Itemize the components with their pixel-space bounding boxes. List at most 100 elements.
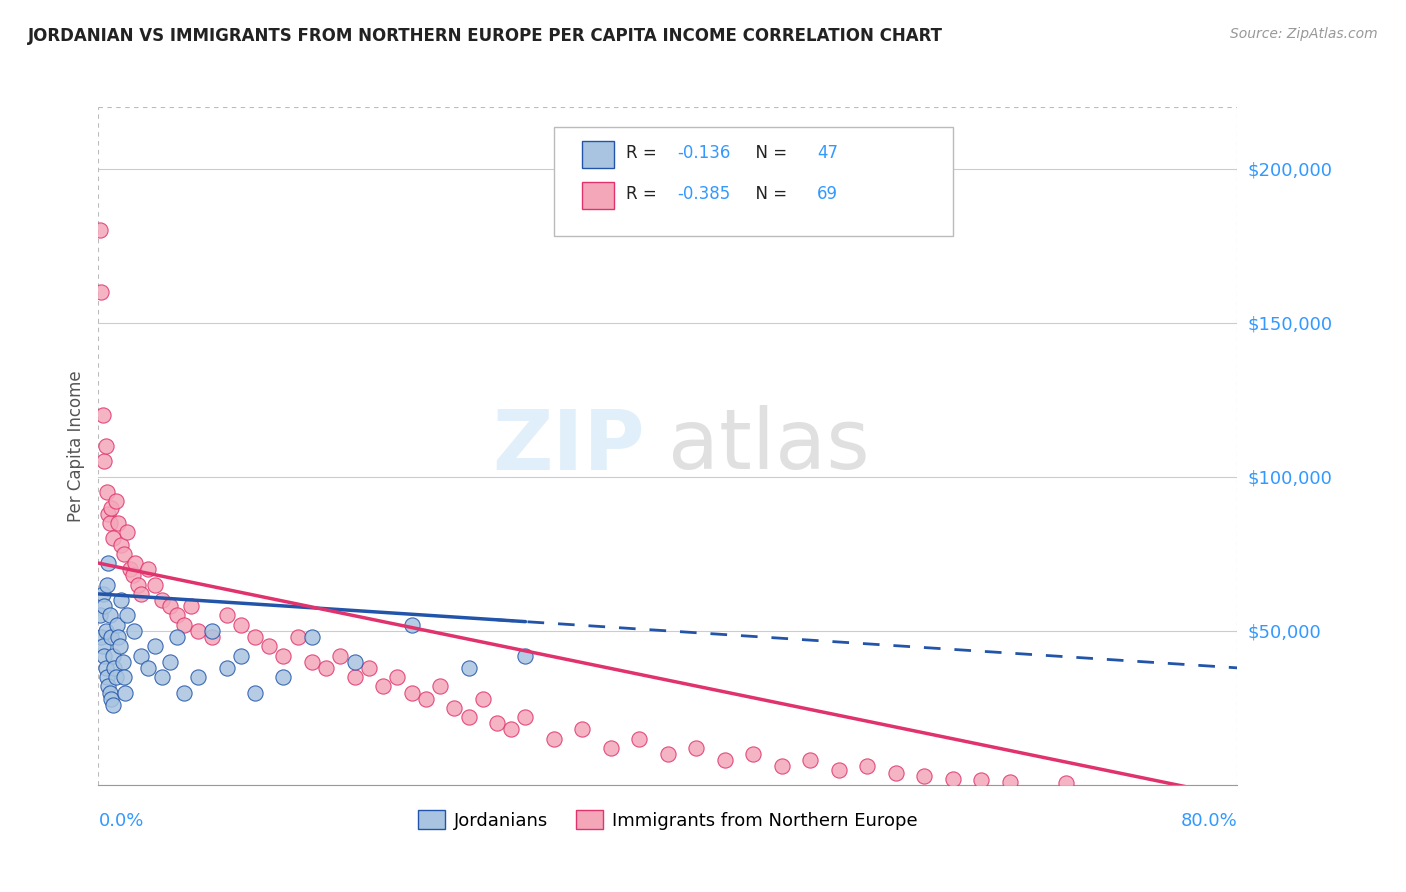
Point <box>97 507 120 521</box>
Point <box>357 661 380 675</box>
Point <box>90 285 112 299</box>
Point <box>121 568 143 582</box>
Point <box>486 716 509 731</box>
Point <box>91 408 114 422</box>
Point <box>515 648 537 663</box>
Point <box>501 723 523 737</box>
Point <box>685 741 707 756</box>
Point <box>122 624 145 638</box>
Point <box>970 773 993 788</box>
Bar <box>582 141 614 168</box>
Text: -0.136: -0.136 <box>676 145 730 162</box>
Point <box>112 547 135 561</box>
Point <box>107 516 129 530</box>
Point <box>215 661 238 675</box>
Point <box>515 710 537 724</box>
Text: R =: R = <box>626 145 662 162</box>
Text: -0.385: -0.385 <box>676 185 730 203</box>
Point <box>401 617 423 632</box>
Point <box>100 500 122 515</box>
Point <box>136 661 159 675</box>
Point <box>301 630 323 644</box>
Text: atlas: atlas <box>668 406 869 486</box>
Point <box>201 630 224 644</box>
Point <box>110 538 132 552</box>
Point <box>96 485 118 500</box>
Point <box>657 747 679 761</box>
Point <box>884 765 907 780</box>
Point <box>770 759 793 773</box>
Point <box>600 741 623 756</box>
Point <box>799 753 821 767</box>
Point <box>94 439 117 453</box>
Point <box>187 670 209 684</box>
Text: ZIP: ZIP <box>492 406 645 486</box>
Point <box>571 723 593 737</box>
Text: 0.0%: 0.0% <box>98 812 143 830</box>
Point <box>152 670 174 684</box>
Point <box>942 772 965 786</box>
Point <box>315 661 337 675</box>
Point <box>401 685 423 699</box>
Point <box>107 630 129 644</box>
Point <box>373 679 395 693</box>
Point <box>180 599 202 614</box>
Point <box>828 763 851 777</box>
Point <box>1056 776 1078 790</box>
Point <box>443 701 465 715</box>
Point <box>100 691 122 706</box>
Point <box>159 655 181 669</box>
Point <box>129 648 152 663</box>
Point <box>912 769 935 783</box>
Point <box>108 640 131 654</box>
Point <box>329 648 352 663</box>
Point <box>287 630 309 644</box>
Point <box>101 698 124 712</box>
Point <box>259 640 281 654</box>
Point <box>187 624 209 638</box>
Text: 47: 47 <box>817 145 838 162</box>
Point <box>104 670 127 684</box>
Point <box>152 593 174 607</box>
Point <box>118 562 141 576</box>
Point <box>101 532 124 546</box>
Point <box>173 617 195 632</box>
Point <box>98 516 121 530</box>
Point <box>166 630 188 644</box>
Point <box>215 608 238 623</box>
Text: R =: R = <box>626 185 662 203</box>
Point <box>112 670 135 684</box>
Point <box>229 648 252 663</box>
Legend: Jordanians, Immigrants from Northern Europe: Jordanians, Immigrants from Northern Eur… <box>411 803 925 837</box>
Point <box>98 608 121 623</box>
Point <box>166 608 188 623</box>
Point <box>93 599 115 614</box>
Point <box>94 661 117 675</box>
Point <box>114 685 136 699</box>
Point <box>136 562 159 576</box>
Point <box>127 577 149 591</box>
Point <box>173 685 195 699</box>
Point <box>243 685 266 699</box>
Point <box>100 630 122 644</box>
Text: N =: N = <box>745 145 793 162</box>
Point <box>91 587 114 601</box>
Point <box>103 661 125 675</box>
Point <box>93 454 115 468</box>
Point <box>742 747 765 761</box>
Point <box>856 759 879 773</box>
Point <box>387 670 409 684</box>
Text: Source: ZipAtlas.com: Source: ZipAtlas.com <box>1230 27 1378 41</box>
Point <box>471 691 494 706</box>
Point <box>129 587 152 601</box>
Point <box>110 593 132 607</box>
Point <box>105 617 128 632</box>
Text: 69: 69 <box>817 185 838 203</box>
Point <box>94 624 117 638</box>
Point <box>93 648 115 663</box>
Point <box>301 655 323 669</box>
Point <box>101 648 124 663</box>
Point <box>159 599 181 614</box>
Point <box>111 655 134 669</box>
Point <box>96 670 118 684</box>
